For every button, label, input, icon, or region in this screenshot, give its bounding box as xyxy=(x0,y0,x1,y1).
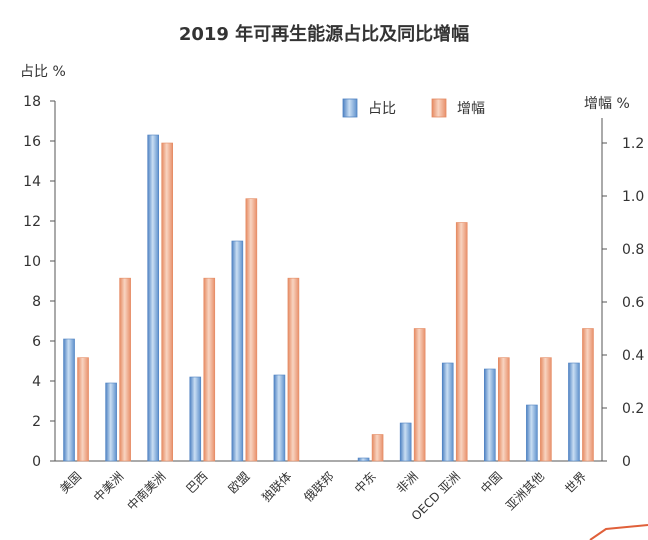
right-axis-unit: 增幅 % xyxy=(584,96,630,112)
legend: 占比 增幅 xyxy=(342,98,485,118)
right-tick-label: 0.8 xyxy=(622,242,644,258)
legend-label-growth: 增幅 xyxy=(457,101,485,117)
left-axis-ticks: 0 2 4 6 8 10 12 14 16 18 xyxy=(23,94,55,470)
bar-share xyxy=(568,362,580,462)
left-tick-label: 12 xyxy=(23,214,41,230)
right-tick-label: 0 xyxy=(622,454,631,470)
bar-growth xyxy=(203,277,216,462)
left-tick-label: 14 xyxy=(23,174,41,190)
left-tick-label: 6 xyxy=(32,334,41,350)
left-axis-unit: 占比 % xyxy=(20,64,66,80)
bars xyxy=(63,134,594,462)
category-label: 欧盟 xyxy=(226,469,253,496)
bar-growth xyxy=(582,328,594,462)
bar-growth xyxy=(77,357,89,462)
bar-share xyxy=(147,134,159,462)
bar-growth xyxy=(498,357,510,462)
right-tick-label: 1.0 xyxy=(622,189,644,205)
bar-growth xyxy=(245,198,258,462)
bar-share xyxy=(189,376,202,462)
bar-share xyxy=(484,368,496,462)
bar-share xyxy=(231,240,244,462)
corner-arrow xyxy=(589,524,648,540)
category-label: 非洲 xyxy=(394,469,421,496)
category-label: 美国 xyxy=(57,469,84,496)
category-label: 世界 xyxy=(562,469,589,496)
bar-share xyxy=(357,457,370,462)
bar-share xyxy=(273,374,286,462)
bar-growth xyxy=(455,222,468,462)
bar-growth xyxy=(287,277,300,462)
bar-share xyxy=(399,422,412,462)
bar-growth xyxy=(119,277,131,462)
category-label: 中美洲 xyxy=(90,469,126,505)
right-tick-label: 1.2 xyxy=(622,136,644,152)
category-label: 俄联邦 xyxy=(301,469,336,504)
legend-swatch-share xyxy=(342,98,358,118)
bar-share xyxy=(441,362,454,462)
left-tick-label: 10 xyxy=(23,254,41,270)
bar-growth xyxy=(371,434,384,462)
category-label: 亚洲其他 xyxy=(503,469,547,513)
bar-growth xyxy=(540,357,552,462)
left-tick-label: 16 xyxy=(23,134,41,150)
left-tick-label: 4 xyxy=(32,374,41,390)
bar-share xyxy=(105,382,117,462)
right-tick-label: 0.4 xyxy=(622,348,644,364)
category-label: 中国 xyxy=(477,469,505,497)
legend-label-share: 占比 xyxy=(368,101,396,117)
left-tick-label: 8 xyxy=(32,294,41,310)
bar-share xyxy=(526,404,538,462)
bar-growth xyxy=(413,328,426,462)
right-axis-ticks: 0 0.2 0.4 0.6 0.8 1.0 1.2 xyxy=(602,136,644,470)
bar-growth xyxy=(161,142,173,462)
left-tick-label: 18 xyxy=(23,94,41,110)
left-tick-label: 2 xyxy=(32,414,41,430)
category-label: 巴西 xyxy=(184,469,211,496)
chart-title: 2019 年可再生能源占比及同比增幅 xyxy=(179,23,469,45)
legend-swatch-growth xyxy=(431,98,447,118)
bar-share xyxy=(63,338,75,462)
category-label: 独联体 xyxy=(259,469,294,504)
left-tick-label: 0 xyxy=(32,454,41,470)
right-tick-label: 0.2 xyxy=(622,401,644,417)
category-label: 中东 xyxy=(351,469,379,497)
category-label: 中南美洲 xyxy=(124,469,169,514)
right-tick-label: 0.6 xyxy=(622,295,644,311)
